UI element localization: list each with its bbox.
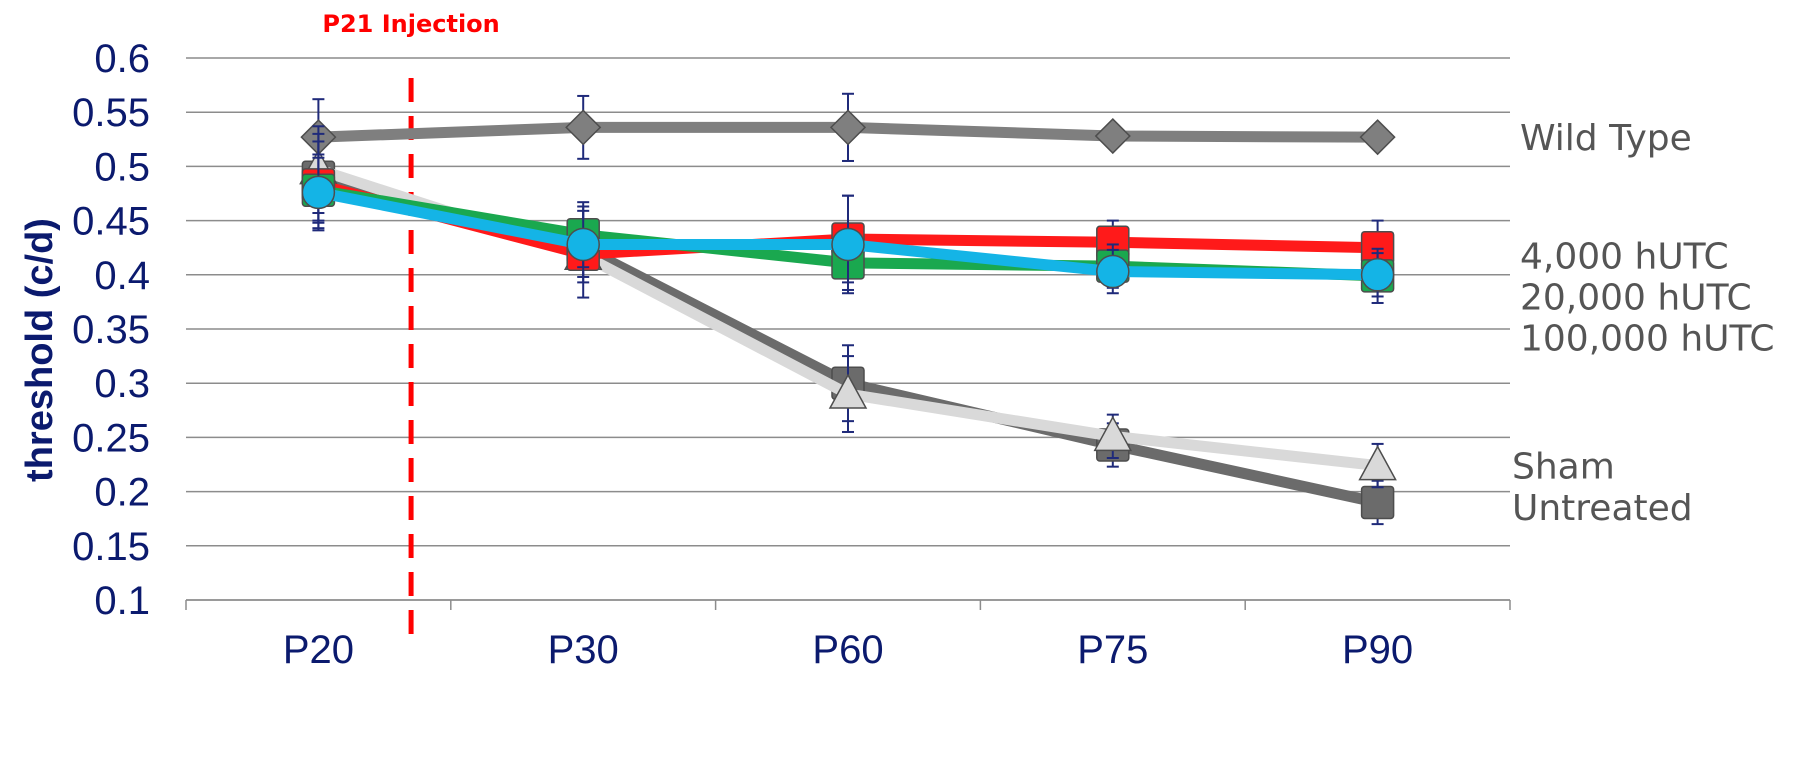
series-label-1: 4,000 hUTC [1520, 236, 1729, 277]
marker-0-2 [829, 109, 867, 146]
marker-3-1 [566, 227, 600, 262]
marker-4-3 [1093, 415, 1133, 452]
y-tick-label-9: 0.55 [72, 91, 150, 135]
series-label-2: 20,000 hUTC [1520, 277, 1752, 318]
series-4 [299, 125, 1397, 489]
marker-4-2 [828, 373, 868, 409]
x-axis [185, 599, 1511, 610]
y-tick-label-6: 0.4 [94, 254, 150, 298]
y-tick-label-1: 0.15 [72, 525, 150, 569]
marker-0-4 [1359, 119, 1396, 156]
y-tick-label-4: 0.3 [94, 362, 150, 406]
y-tick-label-3: 0.25 [72, 416, 150, 460]
x-tick-label-3: P75 [1077, 628, 1148, 672]
series-label-3: 100,000 hUTC [1520, 319, 1775, 360]
y-tick-label-2: 0.2 [94, 471, 150, 515]
x-tick-label-2: P60 [812, 628, 883, 672]
y-tick-label-5: 0.35 [72, 308, 150, 352]
marker-4-4 [1358, 445, 1397, 481]
y-tick-label-10: 0.6 [94, 37, 150, 81]
y-tick-labels: 0.1 0.15 0.2 0.25 0.3 0.35 0.4 0.45 0.5 0.55 0.6 [72, 37, 150, 623]
series-layer [299, 92, 1397, 526]
y-tick-label-8: 0.5 [94, 145, 150, 189]
marker-3-0 [301, 175, 336, 210]
y-tick-label-0: 0.1 [94, 579, 150, 623]
series-label-5: Untreated [1512, 488, 1693, 529]
series-3 [301, 153, 1395, 298]
x-tick-label-4: P90 [1342, 628, 1413, 672]
marker-3-4 [1360, 258, 1395, 292]
y-tick-label-7: 0.45 [72, 200, 150, 244]
marker-0-1 [565, 109, 602, 146]
marker-5-4 [1360, 485, 1395, 520]
y-axis-label: threshold (c/d) [19, 218, 61, 482]
series-label-0: Wild Type [1520, 118, 1692, 159]
x-tick-labels: P20 P30 P60 P75 P90 [283, 628, 1413, 672]
marker-0-3 [1094, 117, 1131, 155]
series-label-4: Sham [1512, 447, 1615, 488]
marker-3-2 [831, 227, 865, 262]
series-0 [300, 92, 1396, 177]
marker-3-3 [1096, 254, 1130, 289]
x-tick-label-0: P20 [283, 628, 354, 672]
x-tick-label-1: P30 [548, 628, 619, 672]
injection-annotation: P21 Injection [322, 10, 499, 38]
